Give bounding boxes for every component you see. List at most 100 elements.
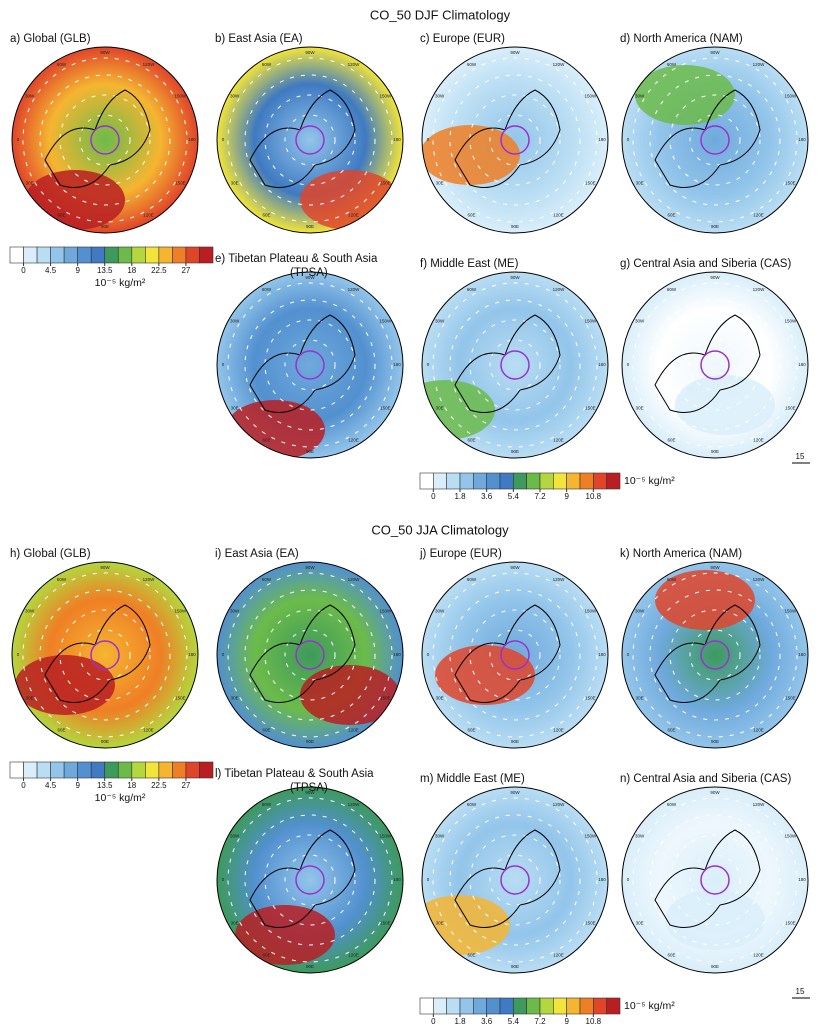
colorbar-box <box>24 762 38 778</box>
colorbar-box <box>567 998 580 1014</box>
longitude-label: 60E <box>667 213 675 218</box>
longitude-label: 120E <box>348 438 359 443</box>
colorbar-box <box>540 998 553 1014</box>
colorbar-tick-label: 27 <box>181 781 190 790</box>
longitude-label: 150W <box>584 834 597 839</box>
longitude-label: 30W <box>635 94 645 99</box>
colorbar-box <box>64 762 78 778</box>
longitude-label: 60E <box>667 438 675 443</box>
colorbar-tick-label: 5.4 <box>508 492 520 501</box>
colorbar-tick-label: 3.6 <box>481 1017 493 1026</box>
colorbar-box <box>527 998 540 1014</box>
longitude-label: 90W <box>710 790 720 795</box>
colorbar-box <box>500 998 513 1014</box>
page: {"map_labels": ["90W", "120W", "150W", "… <box>0 0 824 1028</box>
longitude-label: 30W <box>635 609 645 614</box>
longitude-label: 60W <box>667 287 677 292</box>
longitude-label: 90W <box>100 50 110 55</box>
colorbar-tick-label: 9 <box>75 781 80 790</box>
colorbar-box <box>487 473 500 489</box>
longitude-label: 150W <box>174 94 187 99</box>
colorbar-box <box>37 247 51 263</box>
longitude-label: 60E <box>467 728 475 733</box>
colorbar-box <box>473 998 486 1014</box>
colorbar-box <box>540 473 553 489</box>
reference-vector-label: 15 <box>796 987 805 996</box>
longitude-label: 120W <box>753 802 766 807</box>
longitude-label: 30W <box>435 94 445 99</box>
longitude-label: 90W <box>710 275 720 280</box>
colorbar-box <box>118 762 132 778</box>
colorbar-box <box>172 247 186 263</box>
longitude-label: 120W <box>348 287 361 292</box>
colorbar-tick-label: 9 <box>564 492 569 501</box>
colorbar-unit: 10⁻⁵ kg/m² <box>95 792 146 804</box>
colorbar-tick-label: 5.4 <box>508 1017 520 1026</box>
longitude-label: 60W <box>667 577 677 582</box>
longitude-label: 30E <box>636 921 644 926</box>
colorbar-box <box>159 247 173 263</box>
colorbar-box <box>199 247 213 263</box>
longitude-label: 60W <box>467 577 477 582</box>
longitude-label: 30W <box>230 609 240 614</box>
longitude-label: 120E <box>348 953 359 958</box>
longitude-label: 60E <box>667 953 675 958</box>
colorbar-unit: 10⁻⁵ kg/m² <box>624 475 675 487</box>
longitude-label: 90E <box>711 449 719 454</box>
colorbar-tick-label: 7.2 <box>534 492 546 501</box>
longitude-label: 90E <box>711 739 719 744</box>
colorbar-box <box>145 762 159 778</box>
colorbar-tick-label: 0 <box>431 1017 436 1026</box>
longitude-label: 150E <box>585 696 596 701</box>
map-hotspot <box>420 125 520 185</box>
longitude-label: 60W <box>467 802 477 807</box>
longitude-label: 150E <box>585 181 596 186</box>
longitude-label: 30W <box>230 319 240 324</box>
longitude-label: 120E <box>553 728 564 733</box>
panel-label: i) East Asia (EA) <box>215 548 299 560</box>
colorbar-tick-label: 18 <box>127 266 136 275</box>
longitude-label: 30E <box>231 696 239 701</box>
colorbar-box <box>105 762 119 778</box>
colorbar-box <box>593 998 606 1014</box>
longitude-label: 30W <box>25 609 35 614</box>
longitude-label: 150E <box>585 406 596 411</box>
colorbar-box <box>447 473 460 489</box>
longitude-label: 180 <box>798 362 806 367</box>
map-hotspot <box>300 170 400 230</box>
longitude-label: 150E <box>785 921 796 926</box>
longitude-label: 60E <box>57 213 65 218</box>
colorbar-box <box>186 247 200 263</box>
panel-label: f) Middle East (ME) <box>420 258 519 270</box>
colorbar-box <box>118 247 132 263</box>
colorbar-tick-label: 13.5 <box>97 266 113 275</box>
longitude-label: 120E <box>143 728 154 733</box>
longitude-label: 90E <box>306 449 314 454</box>
longitude-label: 120W <box>348 62 361 67</box>
longitude-label: 90W <box>710 565 720 570</box>
longitude-label: 60W <box>667 802 677 807</box>
colorbar-box <box>37 762 51 778</box>
longitude-label: 90E <box>511 964 519 969</box>
colorbar-box <box>420 998 433 1014</box>
longitude-label: 90E <box>711 224 719 229</box>
longitude-label: 150E <box>175 696 186 701</box>
panel-label: (TPSA) <box>290 782 328 794</box>
longitude-label: 30W <box>635 319 645 324</box>
longitude-label: 120E <box>348 213 359 218</box>
longitude-label: 180 <box>393 652 401 657</box>
longitude-label: 120E <box>553 438 564 443</box>
longitude-label: 120E <box>143 213 154 218</box>
colorbar-box <box>487 998 500 1014</box>
longitude-label: 120W <box>753 577 766 582</box>
longitude-label: 150W <box>784 94 797 99</box>
colorbar-box <box>10 247 24 263</box>
longitude-label: 30W <box>230 834 240 839</box>
longitude-label: 60W <box>262 287 272 292</box>
colorbar-tick-label: 10.8 <box>586 492 602 501</box>
longitude-label: 90W <box>100 565 110 570</box>
longitude-label: 30E <box>636 696 644 701</box>
panel-label: b) East Asia (EA) <box>215 33 303 45</box>
colorbar-box <box>580 473 593 489</box>
longitude-label: 90E <box>511 449 519 454</box>
